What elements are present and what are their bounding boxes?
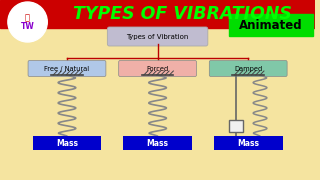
FancyBboxPatch shape xyxy=(28,60,106,76)
Text: Mass: Mass xyxy=(147,138,169,147)
Text: Types of Vibration: Types of Vibration xyxy=(126,33,189,39)
FancyBboxPatch shape xyxy=(119,60,196,76)
FancyBboxPatch shape xyxy=(209,60,287,76)
Bar xyxy=(0,0,315,28)
Text: TYPES OF VIBRATIONS: TYPES OF VIBRATIONS xyxy=(73,5,292,23)
Text: TW: TW xyxy=(21,21,35,30)
Bar xyxy=(228,14,313,36)
Text: Animated: Animated xyxy=(239,19,303,32)
Text: Forced: Forced xyxy=(147,66,169,71)
Circle shape xyxy=(8,2,47,42)
Text: Mass: Mass xyxy=(237,138,259,147)
Bar xyxy=(214,136,283,150)
Text: ท: ท xyxy=(25,14,30,22)
Bar xyxy=(123,136,192,150)
Bar xyxy=(229,120,243,132)
Text: Mass: Mass xyxy=(56,138,78,147)
Text: Free / Natural: Free / Natural xyxy=(44,66,90,71)
Bar xyxy=(33,136,101,150)
Text: Damped: Damped xyxy=(234,66,262,71)
FancyBboxPatch shape xyxy=(108,27,208,46)
